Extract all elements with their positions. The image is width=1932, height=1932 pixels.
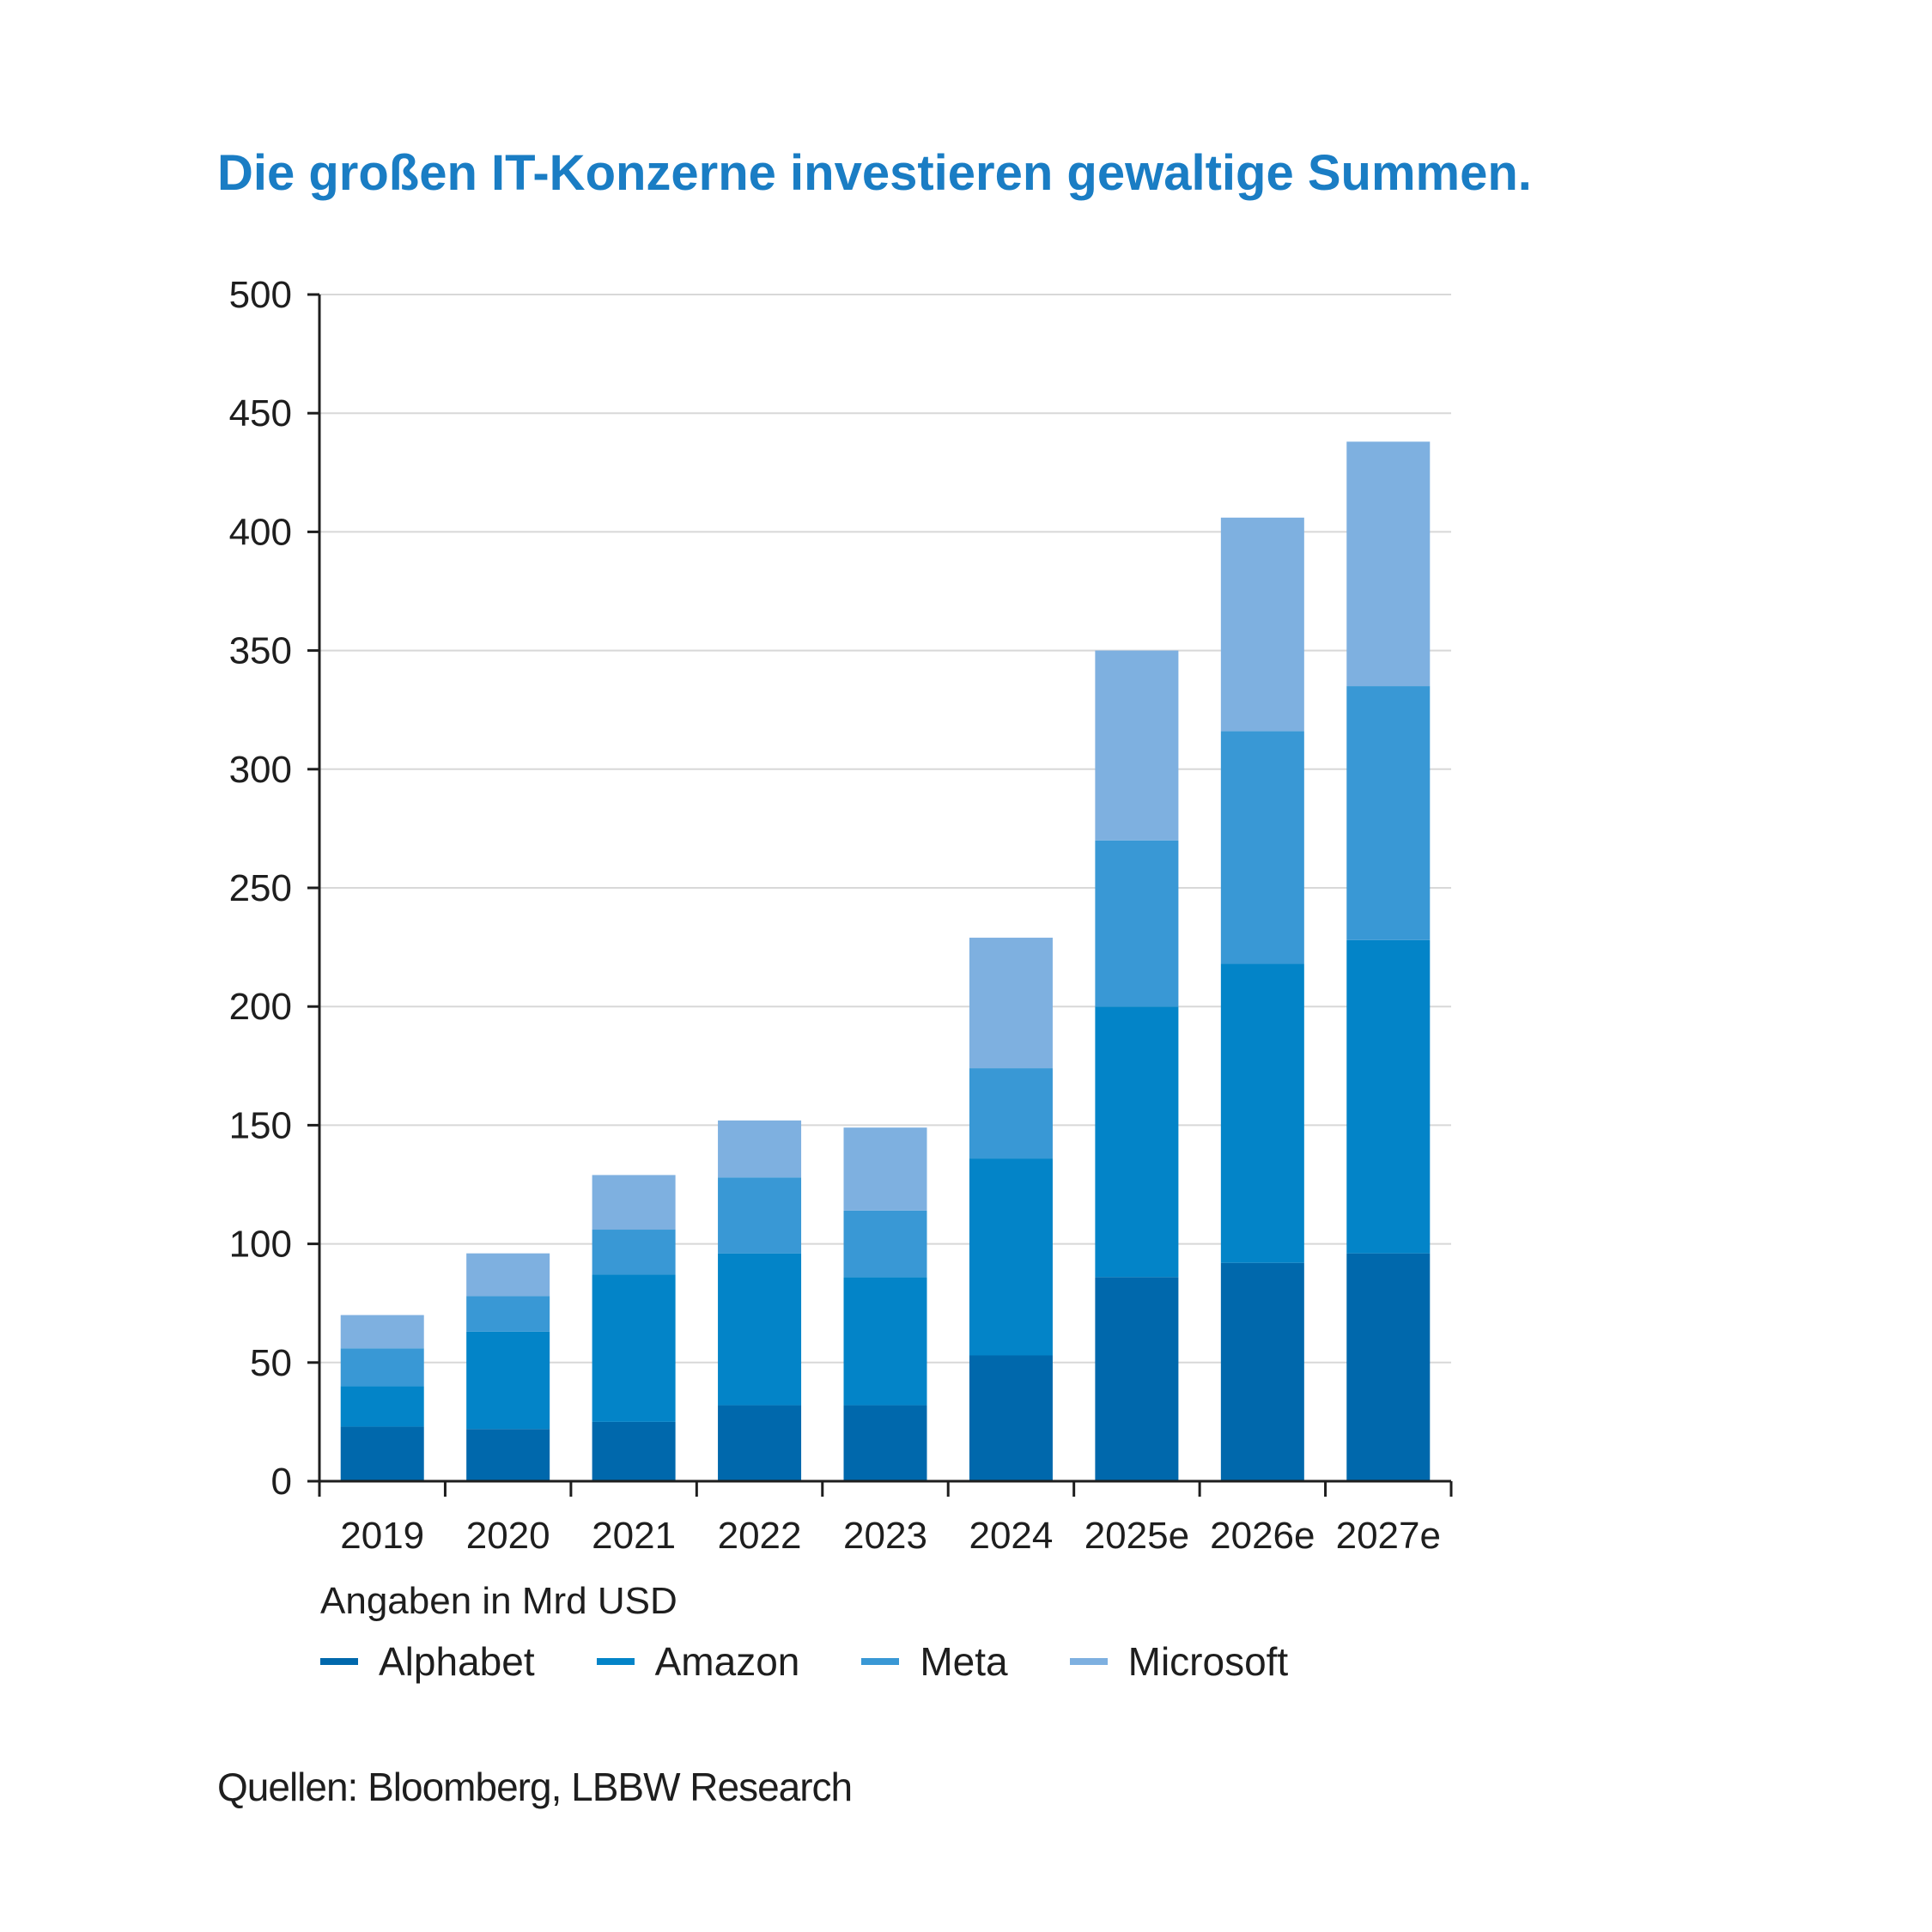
legend-label-meta: Meta [920,1639,1008,1684]
legend-label-microsoft: Microsoft [1127,1639,1289,1684]
legend-item-meta: Meta [861,1638,1008,1685]
unit-note: Angaben in Mrd USD [320,1580,677,1622]
bar-meta-2027e [1346,686,1431,940]
bar-alphabet-2020 [466,1429,550,1481]
bar-microsoft-2023 [843,1127,927,1211]
x-tick-label-2026e: 2026e [1210,1515,1315,1557]
legend-item-amazon: Amazon [596,1638,800,1685]
y-tick-label-100: 100 [229,1224,292,1266]
bar-alphabet-2026e [1220,1262,1304,1481]
x-tick-label-2027e: 2027e [1336,1515,1441,1557]
legend-swatch-alphabet [320,1658,358,1665]
y-tick-label-200: 200 [229,986,292,1028]
legend-swatch-meta [861,1658,900,1665]
bar-amazon-2022 [718,1253,802,1406]
y-tick-label-450: 450 [229,392,292,434]
bar-alphabet-2024 [969,1355,1053,1481]
tick-labels: 0 50 100 150 200 250 300 350 400 450 500 2019 2020 20… [229,274,1441,1557]
bar-meta-2025e [1095,840,1179,1007]
bar-alphabet-2025e [1095,1277,1179,1481]
legend-swatch-amazon [596,1658,635,1665]
legend-label-alphabet: Alphabet [379,1639,535,1684]
y-tick-label-0: 0 [271,1461,292,1503]
bar-amazon-2025e [1095,1006,1179,1278]
bars [340,441,1431,1481]
bar-alphabet-2019 [340,1426,424,1481]
bar-amazon-2026e [1220,963,1304,1263]
bar-microsoft-2026e [1220,517,1304,732]
x-tick-label-2025e: 2025e [1084,1515,1189,1557]
chart-title: Die großen IT-Konzerne investieren gewal… [217,145,1532,201]
source-note: Quellen: Bloomberg, LBBW Research [217,1765,853,1809]
bar-microsoft-2025e [1095,650,1179,841]
bar-microsoft-2019 [340,1315,424,1349]
x-tick-label-2023: 2023 [843,1515,927,1557]
bar-alphabet-2022 [718,1405,802,1481]
axes [307,293,1453,1497]
y-tick-label-500: 500 [229,274,292,316]
legend-item-microsoft: Microsoft [1069,1638,1289,1685]
y-tick-label-350: 350 [229,630,292,672]
bar-amazon-2021 [592,1274,676,1422]
x-tick-label-2024: 2024 [969,1515,1053,1557]
bar-meta-2023 [843,1210,927,1278]
y-tick-label-150: 150 [229,1104,292,1146]
bar-alphabet-2023 [843,1405,927,1481]
x-tick-label-2020: 2020 [466,1515,550,1557]
bar-amazon-2019 [340,1386,424,1427]
bar-microsoft-2020 [466,1253,550,1297]
x-tick-label-2022: 2022 [718,1515,802,1557]
y-tick-label-300: 300 [229,749,292,791]
y-tick-label-50: 50 [250,1342,292,1384]
bar-amazon-2024 [969,1158,1053,1356]
bar-meta-2026e [1220,731,1304,964]
bar-alphabet-2027e [1346,1253,1431,1481]
bar-meta-2021 [592,1230,676,1275]
legend: Alphabet Amazon Meta Microsoft [320,1638,1288,1685]
bar-meta-2022 [718,1177,802,1254]
bar-meta-2024 [969,1068,1053,1159]
bar-meta-2019 [340,1348,424,1387]
bar-microsoft-2022 [718,1120,802,1178]
bar-microsoft-2021 [592,1175,676,1230]
y-tick-label-400: 400 [229,511,292,553]
bar-microsoft-2024 [969,938,1053,1069]
legend-item-alphabet: Alphabet [320,1638,535,1685]
x-tick-label-2021: 2021 [592,1515,676,1557]
bar-microsoft-2027e [1346,441,1431,687]
bar-amazon-2023 [843,1277,927,1406]
bar-meta-2020 [466,1296,550,1332]
legend-label-amazon: Amazon [654,1639,800,1684]
bar-amazon-2027e [1346,939,1431,1254]
legend-swatch-microsoft [1069,1658,1108,1665]
x-tick-label-2019: 2019 [340,1515,424,1557]
bar-amazon-2020 [466,1331,550,1430]
y-tick-label-250: 250 [229,867,292,909]
bar-alphabet-2021 [592,1421,676,1481]
